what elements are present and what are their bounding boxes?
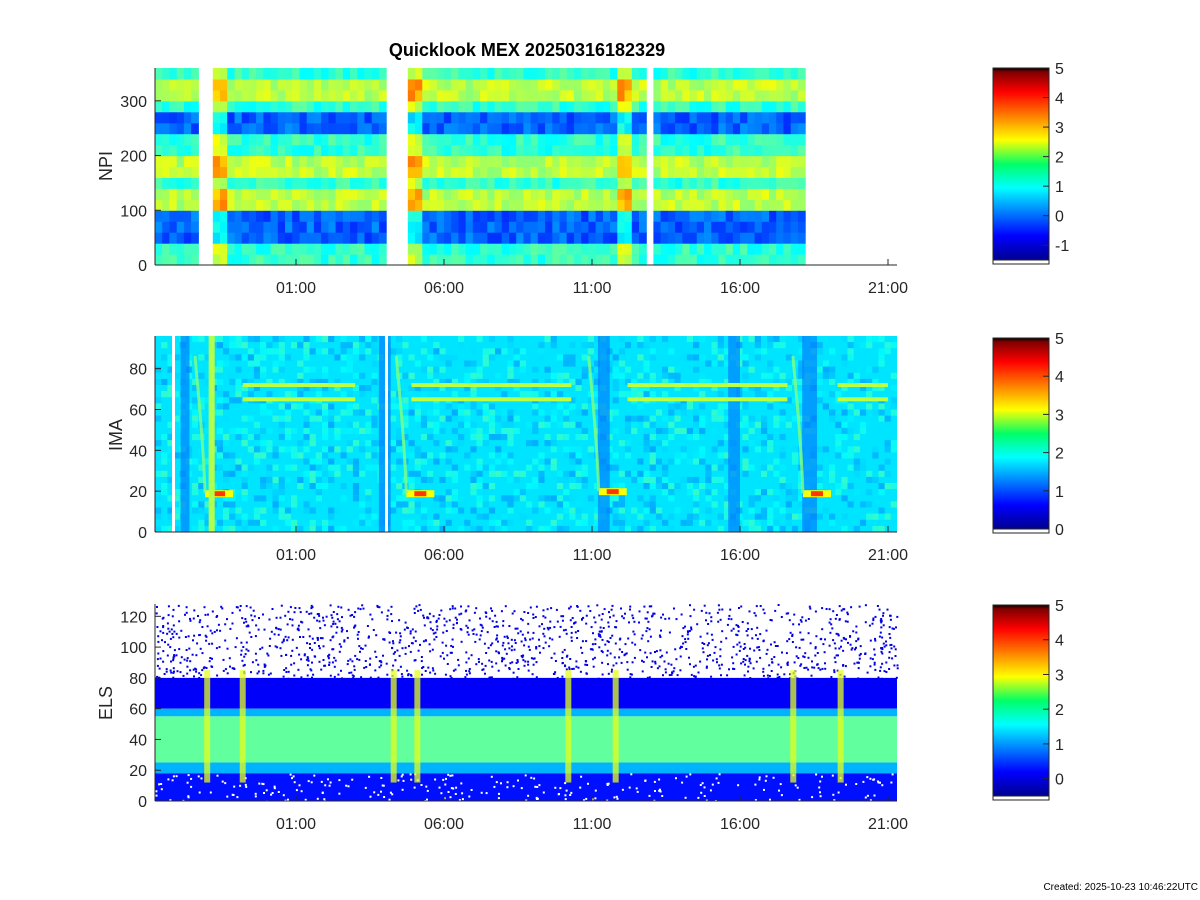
x-tick-label: 16:00 bbox=[720, 816, 760, 833]
npi-spectrogram bbox=[155, 68, 806, 266]
x-tick-label: 01:00 bbox=[276, 547, 316, 564]
colorbar-tick-label: 1 bbox=[1055, 179, 1064, 196]
x-tick-label: 06:00 bbox=[424, 547, 464, 564]
creation-timestamp: Created: 2025-10-23 10:46:22UTC bbox=[1043, 882, 1198, 893]
colorbar-tick-label: 1 bbox=[1055, 737, 1064, 754]
x-tick-label: 21:00 bbox=[868, 816, 908, 833]
colorbar-tick-label: 4 bbox=[1055, 369, 1064, 386]
colorbar-tick-label: 0 bbox=[1055, 772, 1064, 789]
npi-colorbar: -1 0 1 2 3 4 5 bbox=[992, 61, 1069, 265]
x-tick-label: 06:00 bbox=[424, 816, 464, 833]
y-tick-label: 100 bbox=[120, 640, 147, 657]
els-axes: 0 20 40 60 80 100 120 01:00 06:00 11:00 16:00 21:00 bbox=[120, 604, 908, 833]
y-tick-label: 80 bbox=[129, 362, 147, 379]
y-tick-label: 60 bbox=[129, 403, 147, 420]
colorbar-tick-label: 2 bbox=[1055, 150, 1064, 167]
y-tick-label: 100 bbox=[120, 203, 147, 220]
els-ylabel: ELS bbox=[96, 686, 116, 720]
ima-colorbar: 0 1 2 3 4 5 bbox=[992, 331, 1064, 539]
colorbar-tick-label: 5 bbox=[1055, 598, 1064, 615]
x-tick-label: 01:00 bbox=[276, 816, 316, 833]
y-tick-label: 0 bbox=[138, 794, 147, 811]
npi-ylabel: NPI bbox=[96, 151, 116, 181]
y-tick-label: 20 bbox=[129, 484, 147, 501]
colorbar-tick-label: 3 bbox=[1055, 120, 1064, 137]
colorbar-tick-label: 1 bbox=[1055, 484, 1064, 501]
els-colorbar: 0 1 2 3 4 5 bbox=[992, 598, 1064, 801]
y-tick-label: 20 bbox=[129, 763, 147, 780]
y-tick-label: 80 bbox=[129, 671, 147, 688]
y-tick-label: 200 bbox=[120, 149, 147, 166]
els-spectrogram bbox=[155, 604, 899, 803]
colorbar-tick-label: -1 bbox=[1055, 238, 1069, 255]
y-tick-label: 0 bbox=[138, 258, 147, 275]
colorbar-tick-label: 2 bbox=[1055, 702, 1064, 719]
x-tick-label: 06:00 bbox=[424, 280, 464, 297]
x-tick-label: 11:00 bbox=[573, 816, 612, 833]
colorbar-tick-label: 5 bbox=[1055, 61, 1064, 78]
colorbar-tick-label: 3 bbox=[1055, 407, 1064, 424]
colorbar-tick-label: 4 bbox=[1055, 633, 1064, 650]
ima-axes: 0 20 40 60 80 01:00 06:00 11:00 16:00 21:00 bbox=[129, 336, 908, 564]
x-tick-label: 16:00 bbox=[720, 547, 760, 564]
x-tick-label: 21:00 bbox=[868, 547, 908, 564]
x-tick-label: 11:00 bbox=[573, 547, 612, 564]
y-tick-label: 0 bbox=[138, 525, 147, 542]
y-tick-label: 40 bbox=[129, 443, 147, 460]
ima-ylabel: IMA bbox=[106, 419, 126, 451]
x-tick-label: 01:00 bbox=[276, 280, 316, 297]
y-tick-label: 120 bbox=[120, 609, 147, 626]
colorbar-tick-label: 2 bbox=[1055, 446, 1064, 463]
y-tick-label: 40 bbox=[129, 732, 147, 749]
y-tick-label: 300 bbox=[120, 94, 147, 111]
npi-axes: 0 100 200 300 01:00 06:00 11:00 16:00 21:00 bbox=[120, 68, 908, 297]
colorbar-tick-label: 0 bbox=[1055, 209, 1064, 226]
y-tick-label: 60 bbox=[129, 702, 147, 719]
colorbar-tick-label: 5 bbox=[1055, 331, 1064, 348]
ima-spectrogram bbox=[155, 336, 897, 532]
figure-title: Quicklook MEX 20250316182329 bbox=[389, 40, 665, 60]
colorbar-tick-label: 3 bbox=[1055, 667, 1064, 684]
colorbar-tick-label: 0 bbox=[1055, 522, 1064, 539]
x-tick-label: 11:00 bbox=[573, 280, 612, 297]
x-tick-label: 16:00 bbox=[720, 280, 760, 297]
x-tick-label: 21:00 bbox=[868, 280, 908, 297]
colorbar-tick-label: 4 bbox=[1055, 91, 1064, 108]
